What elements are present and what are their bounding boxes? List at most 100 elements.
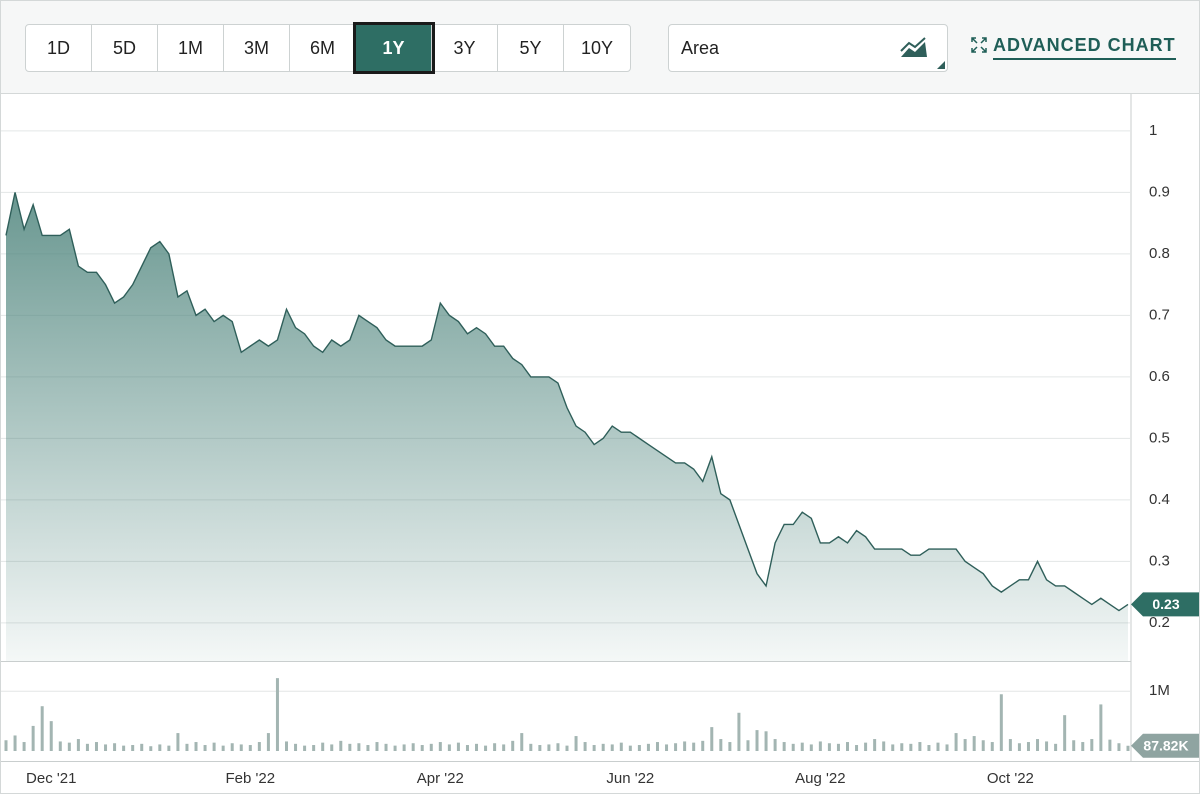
advanced-chart-link[interactable]: ADVANCED CHART <box>971 35 1176 60</box>
volume-bar <box>221 745 225 751</box>
volume-bar <box>674 743 678 751</box>
volume-bar <box>1090 739 1094 751</box>
y-tick-label: 0.3 <box>1149 552 1170 569</box>
volume-bar <box>990 742 994 751</box>
x-tick-label: Dec '21 <box>26 770 76 787</box>
volume-bar <box>1054 743 1058 751</box>
volume-bar <box>556 743 560 751</box>
volume-bar <box>13 735 17 751</box>
volume-bar <box>628 745 632 751</box>
volume-bar <box>1117 743 1121 751</box>
volume-bar <box>76 739 80 751</box>
volume-bar <box>827 743 831 751</box>
volume-bar <box>773 739 777 751</box>
volume-bar <box>456 742 460 751</box>
volume-bar <box>592 745 596 751</box>
volume-bar <box>1008 739 1012 751</box>
volume-bar <box>900 743 904 751</box>
volume-bar <box>312 745 316 751</box>
volume-bar <box>303 745 307 751</box>
volume-bar <box>782 742 786 751</box>
volume-bar <box>384 743 388 751</box>
volume-bar <box>538 745 542 751</box>
volume-bar <box>610 744 614 751</box>
volume-bar <box>927 745 931 751</box>
y-tick-label: 0.2 <box>1149 614 1170 631</box>
range-button[interactable]: 1Y <box>353 22 435 74</box>
price-line <box>5 192 1129 612</box>
volume-bar <box>85 743 89 751</box>
volume-bar <box>737 712 741 751</box>
range-button[interactable]: 5Y <box>498 25 564 71</box>
volume-bar <box>846 742 849 751</box>
volume-bar <box>113 743 117 751</box>
volume-bar <box>420 745 424 751</box>
volume-bar <box>728 742 732 751</box>
volume-bar <box>294 743 298 751</box>
y-tick-label: 0.6 <box>1149 368 1170 385</box>
volume-bar <box>176 733 180 751</box>
chart: 1 0.9 0.8 0.7 0.6 0.5 0.4 0.3 0.2 1M Dec '21 Feb '2… <box>1 94 1199 787</box>
volume-bar <box>31 725 35 751</box>
range-button[interactable]: 3Y <box>432 25 498 71</box>
volume-bar <box>873 739 877 751</box>
range-button[interactable]: 10Y <box>580 38 614 58</box>
range-button[interactable]: 1M <box>158 25 224 71</box>
range-button[interactable]: 1D <box>26 25 92 71</box>
volume-bar <box>4 740 8 751</box>
volume-bar <box>809 744 813 751</box>
volume-bar <box>1108 739 1112 751</box>
range-button[interactable]: 6M <box>290 25 356 71</box>
volume-bar <box>547 744 551 751</box>
volume-bar <box>49 721 53 751</box>
range-button[interactable]: 3M <box>224 25 290 71</box>
y-tick-label: 0.8 <box>1149 245 1170 262</box>
volume-bar <box>502 744 506 751</box>
volume-bar <box>637 745 641 751</box>
volume-bar <box>836 743 840 751</box>
volume-bar <box>239 744 243 751</box>
volume-bar <box>520 733 524 751</box>
volume-bar <box>972 736 976 751</box>
volume-bar <box>366 745 370 751</box>
range-button[interactable]: 5D <box>92 25 158 71</box>
volume-bar <box>484 745 488 751</box>
y2-tick-label: 1M <box>1149 682 1170 699</box>
volume-bar <box>954 733 958 751</box>
volume-bar <box>619 742 623 751</box>
x-tick-label: Oct '22 <box>987 770 1034 787</box>
volume-bar <box>746 740 750 751</box>
volume-bar <box>1099 704 1103 751</box>
volume-bar <box>447 744 451 751</box>
volume-bar <box>818 741 822 751</box>
volume-bar <box>909 743 913 751</box>
x-tick-label: Jun '22 <box>606 770 654 787</box>
volume-bar <box>411 743 415 751</box>
expand-icon <box>971 37 987 53</box>
volume-bar <box>882 741 886 751</box>
volume-bar <box>438 742 442 751</box>
volume-bar <box>203 745 207 751</box>
volume-bar <box>655 742 659 751</box>
volume-bar <box>791 743 795 751</box>
y-tick-label: 0.7 <box>1149 306 1170 323</box>
volume-bar <box>1063 715 1067 751</box>
volume-bar <box>149 746 153 751</box>
volume-bar <box>1045 741 1049 751</box>
volume-bar <box>855 745 859 751</box>
volume-bar <box>864 742 868 751</box>
volume-bar <box>339 740 343 751</box>
volume-bar <box>122 745 126 751</box>
volume-bar <box>212 742 216 751</box>
price-area <box>6 192 1128 661</box>
volume-bar <box>40 706 44 751</box>
x-tick-label: Apr '22 <box>417 770 464 787</box>
toolbar: 1D 5D 1M 3M 6M 1Y 3Y 5Y 10Y Area ADVANCED CHART <box>1 1 1199 94</box>
chart-type-dropdown[interactable]: Area <box>668 24 948 72</box>
volume-bar <box>94 742 98 751</box>
volume-bar <box>1081 742 1085 751</box>
range-buttons: 1D 5D 1M 3M 6M 1Y 3Y 5Y 10Y <box>25 22 631 74</box>
volume-bar <box>601 743 605 751</box>
volume-bar <box>348 743 352 751</box>
